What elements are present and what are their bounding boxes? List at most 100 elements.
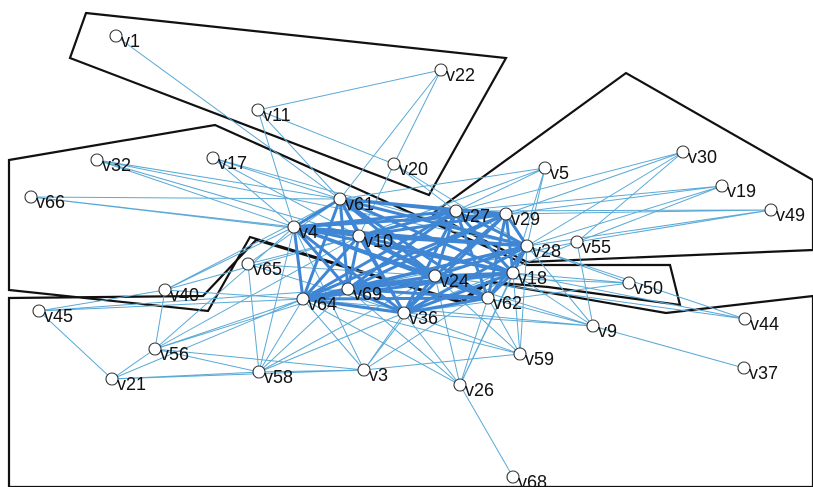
node-v1: v1: [109, 29, 140, 51]
edge-v4-v64: [292, 225, 305, 301]
edge-v58-v4: [258, 226, 295, 373]
edge-v5-v61: [339, 167, 546, 200]
edge-v59-v64: [302, 298, 521, 355]
node-circle-v40: [158, 283, 172, 297]
node-label-v36: v36: [409, 308, 438, 328]
cluster-outline-top: [68, 11, 508, 197]
node-label-v68: v68: [518, 472, 547, 487]
node-label-v17: v17: [218, 153, 247, 173]
node-circle-v22: [434, 63, 448, 77]
edge-v44-v28: [526, 245, 746, 320]
edge-v36-v62: [402, 296, 490, 315]
edge-v58-v64: [258, 298, 304, 373]
edge-v18-v64: [301, 271, 515, 301]
node-circle-v19: [715, 179, 729, 193]
edge-v69-v36: [346, 287, 406, 315]
node-v10: v10: [352, 229, 393, 251]
node-label-v65: v65: [253, 259, 282, 279]
node-circle-v21: [105, 372, 119, 386]
node-label-v66: v66: [36, 192, 65, 212]
edge-v17-v4: [212, 157, 295, 228]
node-circle-v58: [252, 365, 266, 379]
edge-v26-v62: [459, 297, 489, 386]
edge-v45-v64: [38, 298, 304, 312]
edge-v65-v10: [247, 235, 360, 265]
edge-v5-v28: [526, 167, 546, 247]
edge-v9-v55: [576, 241, 594, 327]
node-label-v26: v26: [465, 380, 494, 400]
edge-v21-v64: [111, 298, 304, 380]
node-v24: v24: [428, 269, 469, 291]
edge-v64-v36: [301, 297, 406, 315]
node-v19: v19: [715, 179, 756, 201]
node-v55: v55: [570, 235, 611, 257]
edge-v19-v29: [505, 185, 723, 215]
edge-v30-v55: [576, 151, 684, 243]
edge-v9-v18: [512, 272, 594, 327]
node-circle-v30: [676, 145, 690, 159]
node-circle-v45: [32, 304, 46, 318]
node-label-v30: v30: [688, 147, 717, 167]
node-v45: v45: [32, 304, 73, 326]
edge-v19-v28: [526, 185, 723, 247]
node-circle-v62: [481, 291, 495, 305]
edge-v30-v28: [526, 151, 684, 247]
node-circle-v61: [333, 192, 347, 206]
node-label-v55: v55: [582, 237, 611, 257]
node-label-v3: v3: [369, 365, 388, 385]
node-v11: v11: [251, 103, 291, 125]
node-circle-v11: [251, 103, 265, 117]
node-circle-v3: [357, 363, 371, 377]
edge-v56-v64: [154, 298, 304, 350]
node-v29: v29: [499, 207, 540, 229]
node-v20: v20: [387, 157, 428, 179]
node-v49: v49: [764, 203, 805, 225]
edge-v40-v10: [164, 235, 360, 291]
node-label-v56: v56: [160, 344, 189, 364]
edge-v9-v36: [403, 312, 594, 327]
edge-v11-v4: [257, 109, 295, 228]
edge-v45-v21: [38, 310, 113, 380]
edge-v59-v62: [487, 297, 521, 355]
node-v28: v28: [520, 239, 561, 261]
node-v4: v4: [287, 220, 318, 242]
node-circle-v56: [148, 342, 162, 356]
node-label-v50: v50: [634, 278, 663, 298]
node-v26: v26: [453, 378, 494, 400]
node-v36: v36: [397, 306, 438, 328]
node-circle-v28: [520, 239, 534, 253]
node-label-v27: v27: [461, 206, 490, 226]
node-circle-v24: [428, 269, 442, 283]
edge-v69-v62: [346, 287, 490, 300]
node-label-v40: v40: [170, 285, 199, 305]
node-label-v22: v22: [446, 65, 475, 85]
node-circle-v65: [241, 257, 255, 271]
node-circle-v20: [387, 157, 401, 171]
node-label-v69: v69: [353, 284, 382, 304]
edge-v27-v69: [346, 209, 458, 291]
graph-edges: [30, 35, 772, 478]
node-circle-v55: [570, 235, 584, 249]
edge-v45-v69: [38, 288, 349, 312]
edge-v27-v36: [402, 209, 458, 315]
node-label-v18: v18: [518, 268, 547, 288]
edge-v29-v64: [301, 212, 508, 301]
node-label-v5: v5: [550, 163, 569, 183]
node-label-v10: v10: [364, 231, 393, 251]
node-circle-v66: [24, 190, 38, 204]
node-label-v59: v59: [525, 349, 554, 369]
node-v5: v5: [538, 161, 569, 183]
node-v59: v59: [513, 347, 554, 369]
edge-v3-v64: [302, 298, 365, 371]
node-v22: v22: [434, 63, 475, 85]
node-circle-v32: [90, 153, 104, 167]
edge-v11-v20: [257, 109, 395, 165]
edge-v40-v64: [164, 289, 304, 300]
cluster-outline-bottom: [7, 238, 813, 487]
edge-v69-v64: [301, 287, 350, 301]
edge-v50-v28: [526, 245, 630, 284]
node-circle-v44: [738, 312, 752, 326]
edge-v29-v18: [504, 212, 515, 275]
node-label-v58: v58: [264, 367, 293, 387]
edge-v4-v29: [292, 212, 508, 229]
